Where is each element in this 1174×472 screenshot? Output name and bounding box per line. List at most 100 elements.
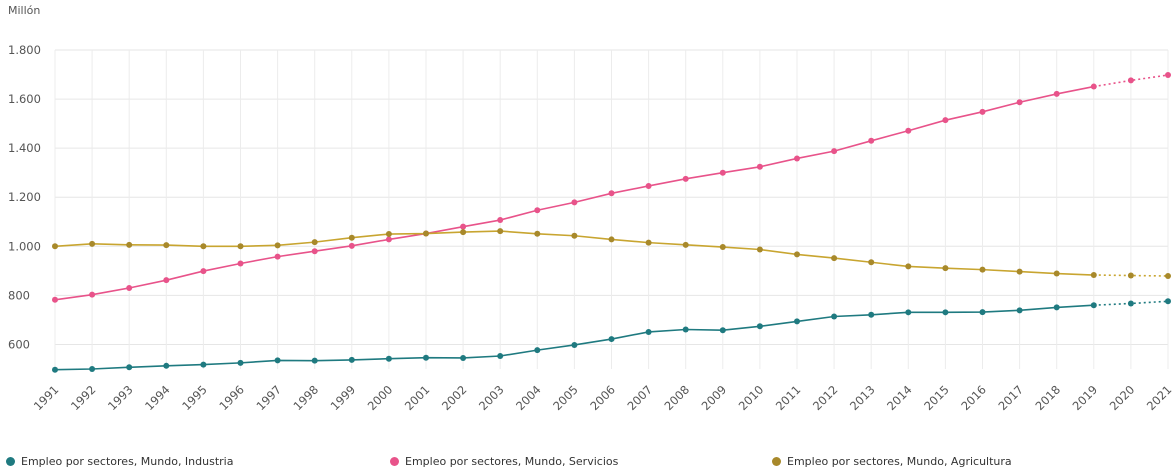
data-point[interactable] — [1127, 77, 1134, 84]
data-point[interactable] — [942, 265, 949, 272]
data-point[interactable] — [1053, 90, 1060, 97]
data-point[interactable] — [905, 309, 912, 316]
legend-dot-icon — [772, 457, 781, 466]
data-point[interactable] — [831, 148, 838, 155]
data-point[interactable] — [1090, 83, 1097, 90]
data-point[interactable] — [756, 246, 763, 253]
data-point[interactable] — [237, 243, 244, 250]
data-point[interactable] — [571, 199, 578, 206]
data-point[interactable] — [979, 309, 986, 316]
data-point[interactable] — [831, 255, 838, 262]
data-point[interactable] — [497, 228, 504, 235]
x-tick-label: 1992 — [68, 383, 99, 414]
data-point[interactable] — [385, 236, 392, 243]
data-point[interactable] — [126, 364, 133, 371]
data-point[interactable] — [645, 239, 652, 246]
data-point[interactable] — [534, 207, 541, 214]
data-point[interactable] — [868, 259, 875, 266]
data-point[interactable] — [645, 182, 652, 189]
data-point[interactable] — [1165, 72, 1171, 79]
data-point[interactable] — [608, 236, 615, 243]
data-point[interactable] — [497, 217, 504, 224]
data-point[interactable] — [311, 239, 318, 246]
data-point[interactable] — [794, 318, 800, 325]
data-point[interactable] — [163, 242, 170, 249]
data-point[interactable] — [237, 260, 244, 267]
data-point[interactable] — [460, 354, 467, 361]
data-point[interactable] — [200, 243, 207, 250]
data-point[interactable] — [1016, 307, 1023, 314]
data-point[interactable] — [868, 137, 875, 144]
data-point[interactable] — [200, 268, 207, 275]
data-point[interactable] — [311, 248, 318, 255]
data-point[interactable] — [1016, 268, 1023, 275]
data-point[interactable] — [460, 229, 467, 236]
data-point[interactable] — [348, 356, 355, 363]
data-point[interactable] — [1016, 99, 1023, 106]
data-point[interactable] — [1165, 272, 1171, 279]
data-point[interactable] — [794, 155, 800, 162]
data-point[interactable] — [571, 341, 578, 348]
data-point[interactable] — [905, 263, 912, 270]
data-point[interactable] — [163, 277, 170, 284]
data-point[interactable] — [682, 326, 689, 333]
legend-item-agricultura[interactable]: Empleo por sectores, Mundo, Agricultura — [772, 455, 1012, 468]
data-point[interactable] — [497, 352, 504, 359]
data-point[interactable] — [1165, 298, 1171, 305]
data-point[interactable] — [126, 285, 133, 292]
data-point[interactable] — [979, 108, 986, 115]
data-point[interactable] — [794, 251, 800, 258]
data-point[interactable] — [460, 223, 467, 230]
data-point[interactable] — [868, 311, 875, 318]
data-point[interactable] — [645, 328, 652, 335]
data-point[interactable] — [311, 357, 318, 364]
line-chart: 600 800 1.000 1.200 1.400 1.600 1.800 1991 1992… — [8, 43, 1174, 414]
data-point[interactable] — [905, 127, 912, 134]
data-point[interactable] — [1090, 272, 1097, 279]
data-point[interactable] — [52, 366, 58, 373]
data-point[interactable] — [89, 366, 96, 372]
data-point[interactable] — [237, 359, 244, 366]
data-point[interactable] — [831, 313, 838, 320]
legend-item-industria[interactable]: Empleo por sectores, Mundo, Industria — [6, 455, 233, 468]
data-point[interactable] — [423, 354, 429, 361]
data-point[interactable] — [756, 163, 763, 170]
series-projection-line-2 — [1093, 274, 1169, 277]
data-point[interactable] — [274, 242, 281, 249]
data-point[interactable] — [200, 361, 207, 368]
data-point[interactable] — [385, 355, 392, 362]
data-point[interactable] — [89, 240, 96, 247]
data-point[interactable] — [274, 357, 281, 364]
data-point[interactable] — [571, 232, 578, 239]
data-point[interactable] — [385, 231, 392, 238]
data-point[interactable] — [534, 230, 541, 237]
data-point[interactable] — [52, 243, 58, 250]
data-point[interactable] — [1127, 300, 1134, 307]
data-point[interactable] — [274, 253, 281, 260]
legend-item-servicios[interactable]: Empleo por sectores, Mundo, Servicios — [390, 455, 618, 468]
data-point[interactable] — [719, 327, 726, 334]
data-point[interactable] — [348, 234, 355, 241]
data-point[interactable] — [163, 362, 170, 369]
data-point[interactable] — [1127, 272, 1134, 279]
data-point[interactable] — [89, 291, 96, 298]
data-point[interactable] — [52, 296, 58, 303]
data-point[interactable] — [1053, 304, 1060, 311]
data-point[interactable] — [682, 175, 689, 182]
x-tick-label: 2018 — [1033, 383, 1064, 414]
data-point[interactable] — [719, 244, 726, 251]
data-point[interactable] — [1053, 270, 1060, 277]
data-point[interactable] — [942, 117, 949, 124]
data-point[interactable] — [608, 336, 615, 343]
data-point[interactable] — [126, 241, 133, 248]
data-point[interactable] — [1090, 302, 1097, 309]
data-point[interactable] — [756, 323, 763, 330]
data-point[interactable] — [979, 266, 986, 273]
data-point[interactable] — [682, 241, 689, 248]
data-point[interactable] — [719, 169, 726, 176]
data-point[interactable] — [534, 347, 541, 354]
data-point[interactable] — [423, 230, 429, 237]
data-point[interactable] — [608, 190, 615, 197]
data-point[interactable] — [348, 242, 355, 249]
data-point[interactable] — [942, 309, 949, 316]
